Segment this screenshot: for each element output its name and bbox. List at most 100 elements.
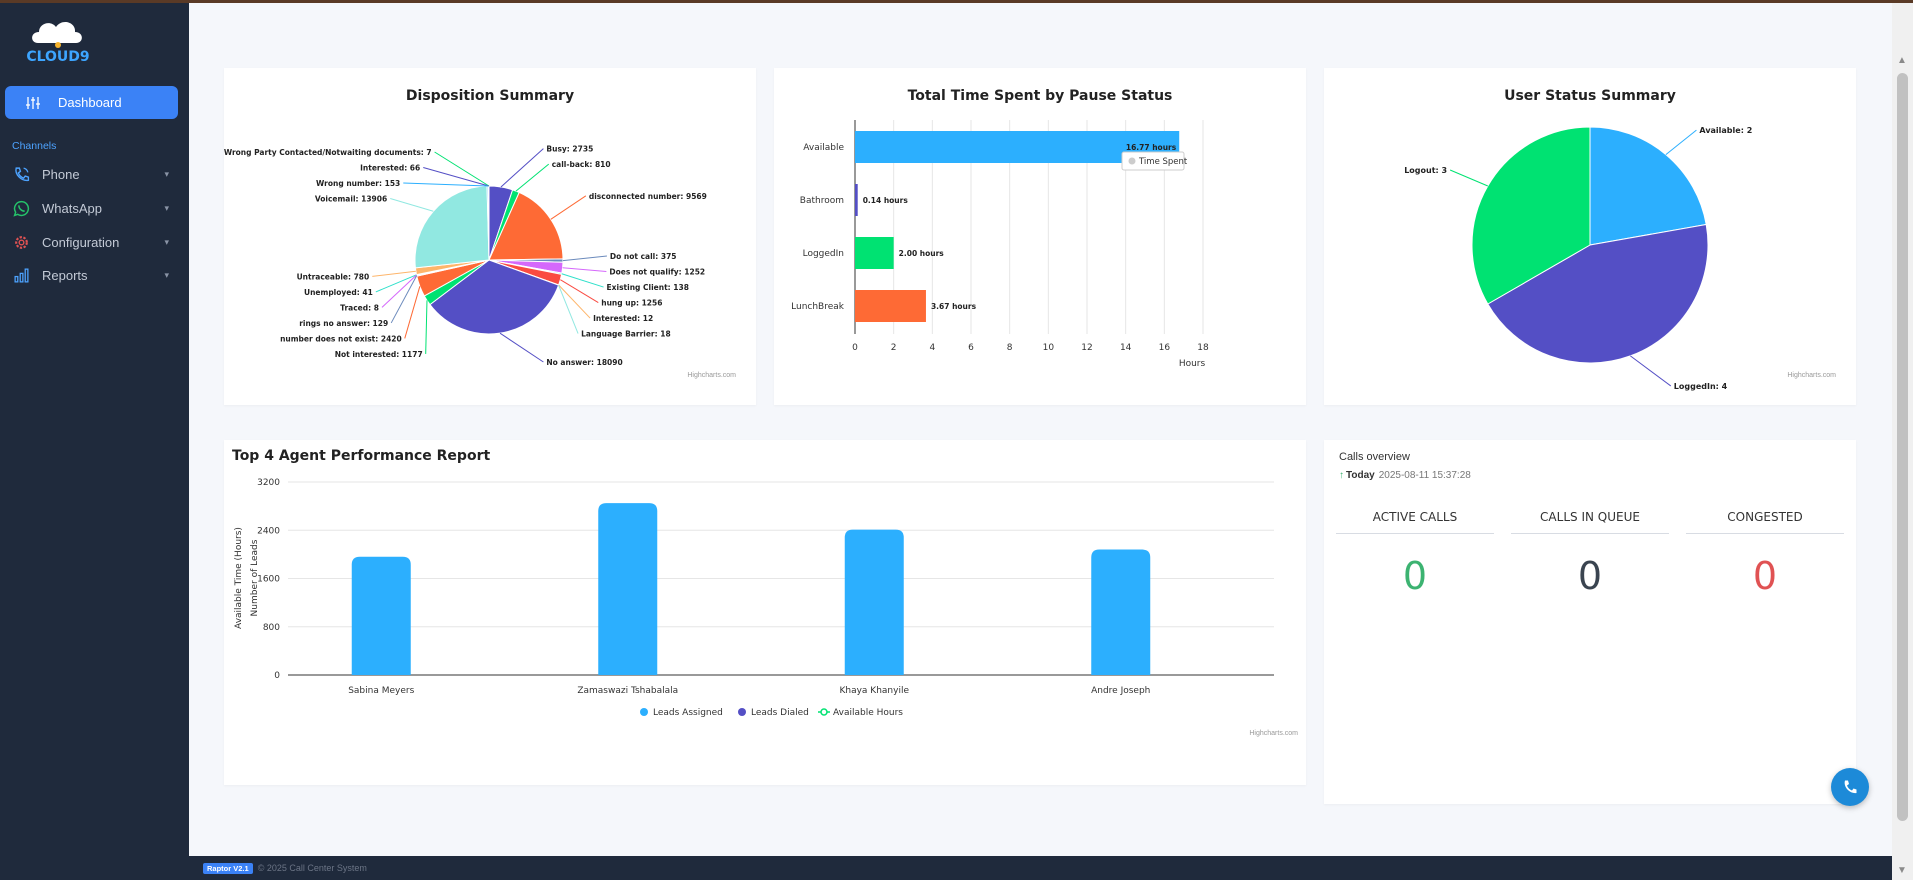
copyright-text: © 2025 Call Center System: [257, 863, 367, 873]
agent-legend-label: Available Hours: [833, 708, 903, 718]
agent-performance-title: Top 4 Agent Performance Report: [232, 448, 491, 464]
scroll-down-arrow-icon[interactable]: ▼: [1897, 865, 1907, 876]
nav-whatsapp-label: WhatsApp: [42, 200, 102, 216]
nav-configuration[interactable]: Configuration ▾: [0, 229, 189, 255]
disposition-slice-no-answer-18090: [429, 259, 560, 335]
disposition-connector: [499, 332, 544, 363]
disposition-connector: [403, 182, 488, 187]
disposition-connector: [381, 274, 417, 308]
pause-data-label: 3.67 hours: [931, 302, 977, 311]
pause-x-tick-label: 12: [1081, 343, 1092, 353]
disposition-label: Untraceable: 780: [297, 272, 370, 281]
whatsapp-icon: [13, 200, 30, 217]
disposition-connector: [561, 273, 604, 288]
scrollbar-thumb[interactable]: [1897, 73, 1908, 821]
user-status-label: Logout: 3: [1404, 166, 1447, 175]
user-status-slice-available-2: [1589, 126, 1707, 246]
disposition-label: Interested: 66: [360, 164, 420, 173]
floating-call-button[interactable]: [1831, 768, 1869, 806]
page-scrollbar[interactable]: ▲ ▼: [1892, 3, 1913, 880]
disposition-connector: [562, 267, 607, 273]
agent-bar-leads-assigned-khaya-khanyile: [844, 529, 904, 675]
phone-call-icon: [15, 166, 30, 181]
agent-category-label: Khaya Khanyile: [839, 686, 909, 696]
user-status-connector: [1630, 355, 1672, 387]
agent-bar-leads-assigned-zamaswazi-tshabalala: [598, 503, 658, 675]
congested-value: 0: [1752, 554, 1778, 598]
disposition-label: Busy: 2735: [546, 145, 593, 154]
disposition-label: Not interested: 1177: [335, 350, 423, 359]
agent-legend-label: Leads Dialed: [751, 708, 809, 718]
disposition-label: Unemployed: 41: [304, 288, 373, 297]
disposition-connector: [562, 255, 607, 262]
pause-tooltip-text: Time Spent: [1138, 157, 1188, 167]
disposition-connector: [390, 198, 434, 212]
disposition-pie-chart: Busy: 2735 call-back: 810 disconnected num…: [224, 145, 707, 367]
disposition-label: Voicemail: 13906: [315, 195, 387, 204]
version-badge: Raptor V2.1: [203, 862, 253, 874]
nav-dashboard[interactable]: Dashboard: [5, 86, 178, 119]
agent-y-tick-label: 1600: [257, 575, 280, 585]
disposition-connector: [515, 163, 550, 192]
agent-legend-marker: [738, 708, 746, 716]
pause-tooltip-box: [1121, 151, 1185, 171]
disposition-connector: [434, 151, 490, 187]
disposition-connector: [558, 284, 579, 334]
agent-y-tick-label: 2400: [257, 526, 280, 536]
pause-bar-bathroom: [855, 184, 858, 216]
agent-legend-marker: [640, 708, 648, 716]
disposition-label: Existing Client: 138: [607, 283, 689, 292]
pause-category-label: LoggedIn: [803, 249, 844, 259]
pause-x-tick-label: 8: [1007, 343, 1013, 353]
window-top-edge: [0, 0, 1913, 3]
arrow-up-icon: ↑: [1339, 470, 1344, 481]
calls-timestamp: 2025-08-11 15:37:28: [1378, 470, 1471, 481]
pause-category-label: Available: [803, 143, 844, 153]
calls-in-queue-value: 0: [1577, 554, 1603, 598]
disposition-connector: [375, 274, 417, 293]
disposition-connector: [372, 270, 416, 277]
footer: Raptor V2.1 © 2025 Call Center System: [189, 856, 1892, 880]
nav-dashboard-label: Dashboard: [58, 95, 122, 110]
disposition-slice-voicemail-13906: [414, 185, 490, 269]
pause-x-axis-title: Hours: [1179, 359, 1206, 369]
agent-category-label: Sabina Meyers: [348, 686, 414, 696]
pause-x-tick-label: 4: [929, 343, 935, 353]
pause-x-tick-label: 18: [1197, 343, 1209, 353]
disposition-title: Disposition Summary: [405, 88, 575, 104]
highcharts-credit[interactable]: Highcharts.com: [1787, 372, 1836, 379]
pause-status-title: Total Time Spent by Pause Status: [907, 88, 1173, 104]
disposition-connector: [404, 286, 421, 339]
cloud9-logo[interactable]: CLOUD9: [26, 17, 90, 69]
agent-category-label: Andre Joseph: [1091, 686, 1150, 696]
highcharts-credit[interactable]: Highcharts.com: [687, 372, 736, 379]
pause-tooltip-marker: [1128, 157, 1136, 165]
nav-whatsapp[interactable]: WhatsApp ▾: [0, 195, 189, 221]
user-status-pie-chart: Available: 2 LoggedIn: 4 Logout: 3: [1404, 126, 1752, 391]
pause-category-label: Bathroom: [800, 196, 844, 206]
chevron-down-icon: ▾: [164, 236, 169, 247]
agent-y-tick-label: 0: [274, 671, 280, 681]
pause-x-tick-label: 6: [968, 343, 974, 353]
nav-configuration-label: Configuration: [42, 234, 120, 250]
disposition-connector: [560, 279, 599, 303]
user-status-label: Available: 2: [1699, 126, 1752, 135]
pause-bar-loggedin: [855, 237, 894, 269]
pause-status-bar-chart: 0 2 4 6 8 10 12 14 16 18 Hours Available 16.77 hours…: [791, 120, 1209, 369]
nav-reports[interactable]: Reports ▾: [0, 262, 189, 288]
nav-phone[interactable]: Phone ▾: [0, 161, 189, 187]
active-calls-value: 0: [1402, 554, 1428, 598]
agent-y-tick-label: 3200: [257, 478, 280, 488]
scroll-up-arrow-icon[interactable]: ▲: [1897, 55, 1907, 66]
disposition-label: Wrong Party Contacted/Notwaiting documen…: [224, 148, 432, 157]
agent-performance-card: Top 4 Agent Performance Report 0 800 1600 2…: [224, 440, 1306, 785]
chevron-down-icon: ▾: [164, 269, 169, 280]
agent-bar-leads-assigned-andre-joseph: [1091, 549, 1151, 675]
pause-data-label: 0.14 hours: [863, 196, 909, 205]
disposition-card: Disposition Summary Busy: 2735 call-back:…: [224, 68, 756, 405]
user-status-connector: [1665, 129, 1697, 155]
disposition-label: Interested: 12: [593, 314, 653, 323]
highcharts-credit[interactable]: Highcharts.com: [1249, 730, 1298, 737]
user-status-label: LoggedIn: 4: [1674, 382, 1728, 391]
disposition-connector: [550, 195, 587, 220]
